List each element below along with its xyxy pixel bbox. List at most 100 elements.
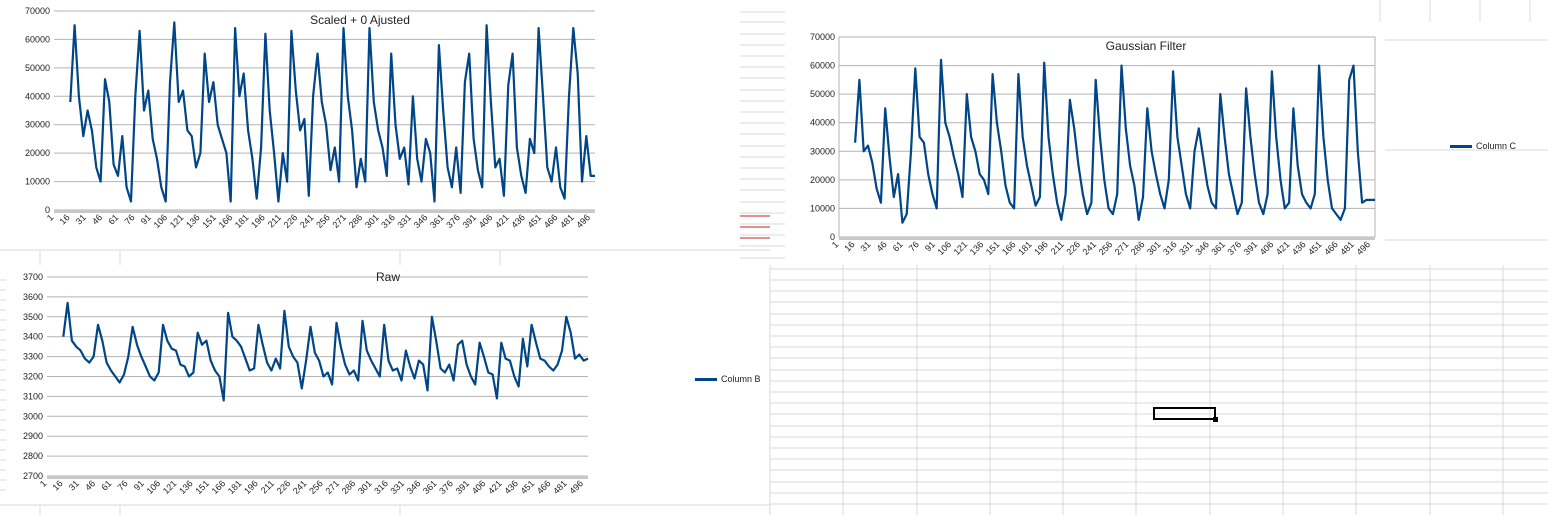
legend-label-column-b: Column B	[721, 374, 761, 384]
x-tick-label: 256	[314, 212, 332, 230]
x-tick-label: 196	[242, 478, 260, 496]
x-tick-label: 106	[145, 478, 163, 496]
x-tick-label: 91	[923, 239, 937, 253]
x-tick-label: 421	[493, 212, 511, 230]
x-tick-label: 496	[574, 212, 592, 230]
x-tick-label: 451	[1306, 239, 1324, 257]
x-axis-band	[47, 476, 588, 479]
x-tick-label: 76	[907, 239, 921, 253]
y-tick-label: 70000	[810, 32, 835, 42]
x-tick-label: 436	[502, 478, 520, 496]
y-tick-label: 3300	[23, 352, 43, 362]
x-tick-label: 31	[67, 478, 81, 492]
x-tick-label: 211	[259, 478, 276, 495]
y-tick-label: 40000	[25, 91, 50, 101]
y-tick-label: 2800	[23, 451, 43, 461]
x-tick-label: 76	[116, 478, 130, 492]
x-tick-label: 496	[567, 478, 585, 496]
x-tick-label: 271	[1113, 239, 1131, 257]
y-tick-label: 2900	[23, 431, 43, 441]
x-tick-label: 76	[123, 212, 137, 226]
x-tick-label: 121	[161, 478, 179, 496]
legend-gaussian: Column C	[1450, 141, 1516, 151]
x-tick-label: 31	[74, 212, 88, 226]
x-tick-label: 436	[509, 212, 527, 230]
x-tick-label: 226	[1064, 239, 1082, 257]
y-tick-label: 2700	[23, 471, 43, 481]
x-tick-label: 241	[291, 478, 309, 496]
chart-title: Scaled + 0 Ajusted	[310, 13, 410, 27]
x-tick-label: 241	[298, 212, 316, 230]
x-tick-label: 481	[558, 212, 576, 230]
y-tick-label: 10000	[25, 177, 50, 187]
x-tick-label: 196	[249, 212, 267, 230]
x-tick-label: 166	[1000, 239, 1018, 257]
y-tick-label: 3500	[23, 312, 43, 322]
x-tick-label: 331	[388, 478, 406, 496]
x-tick-label: 271	[323, 478, 341, 496]
x-tick-label: 1	[38, 478, 49, 489]
x-tick-label: 271	[330, 212, 348, 230]
x-tick-label: 16	[842, 239, 856, 253]
selected-cell-cursor[interactable]	[1153, 407, 1218, 422]
x-tick-label: 91	[132, 478, 146, 492]
x-tick-label: 301	[356, 478, 374, 496]
x-tick-label: 331	[1177, 239, 1195, 257]
x-tick-label: 376	[1226, 239, 1244, 257]
x-tick-label: 1	[45, 212, 56, 223]
x-tick-label: 301	[363, 212, 381, 230]
y-tick-label: 60000	[810, 61, 835, 71]
fill-handle[interactable]	[1213, 417, 1218, 422]
x-tick-label: 16	[51, 478, 65, 492]
x-tick-label: 361	[428, 212, 446, 230]
x-tick-label: 136	[968, 239, 986, 257]
x-tick-label: 226	[282, 212, 300, 230]
y-tick-label: 3400	[23, 332, 43, 342]
x-tick-label: 376	[437, 478, 455, 496]
x-tick-label: 61	[99, 478, 113, 492]
x-tick-label: 211	[266, 212, 283, 229]
x-tick-label: 106	[936, 239, 954, 257]
x-tick-label: 106	[152, 212, 170, 230]
series-line	[854, 58, 1375, 224]
x-tick-label: 406	[477, 212, 495, 230]
x-tick-label: 226	[275, 478, 293, 496]
x-tick-label: 181	[233, 212, 251, 230]
y-tick-label: 3000	[23, 411, 43, 421]
y-tick-label: 20000	[25, 148, 50, 158]
x-tick-label: 91	[139, 212, 153, 226]
x-tick-label: 61	[106, 212, 120, 226]
x-tick-label: 331	[395, 212, 413, 230]
y-tick-label: 20000	[810, 175, 835, 185]
y-tick-label: 70000	[25, 6, 50, 16]
x-tick-label: 391	[461, 212, 479, 230]
x-axis-band	[839, 237, 1375, 240]
series-line	[69, 21, 595, 203]
x-tick-label: 256	[1097, 239, 1115, 257]
x-tick-label: 361	[421, 478, 439, 496]
x-tick-label: 316	[379, 212, 397, 230]
y-tick-label: 0	[45, 205, 50, 215]
x-tick-label: 361	[1209, 239, 1227, 257]
x-tick-label: 46	[90, 212, 104, 226]
x-tick-label: 181	[226, 478, 244, 496]
x-tick-label: 61	[891, 239, 905, 253]
x-tick-label: 451	[519, 478, 537, 496]
x-tick-label: 451	[526, 212, 544, 230]
series-line	[62, 301, 589, 402]
x-tick-label: 1	[830, 239, 841, 250]
chart-raw[interactable]: 2700 2800 2900 3000 3100 3200 3300 3400 3500 3600…	[0, 265, 600, 500]
x-tick-label: 496	[1354, 239, 1372, 257]
x-tick-label: 481	[1338, 239, 1356, 257]
y-tick-label: 10000	[810, 203, 835, 213]
x-tick-label: 196	[1032, 239, 1050, 257]
x-tick-label: 436	[1290, 239, 1308, 257]
y-tick-label: 30000	[25, 120, 50, 130]
legend-raw: Column B	[695, 374, 761, 384]
x-tick-label: 466	[1322, 239, 1340, 257]
y-tick-label: 50000	[25, 63, 50, 73]
x-tick-label: 136	[184, 212, 202, 230]
